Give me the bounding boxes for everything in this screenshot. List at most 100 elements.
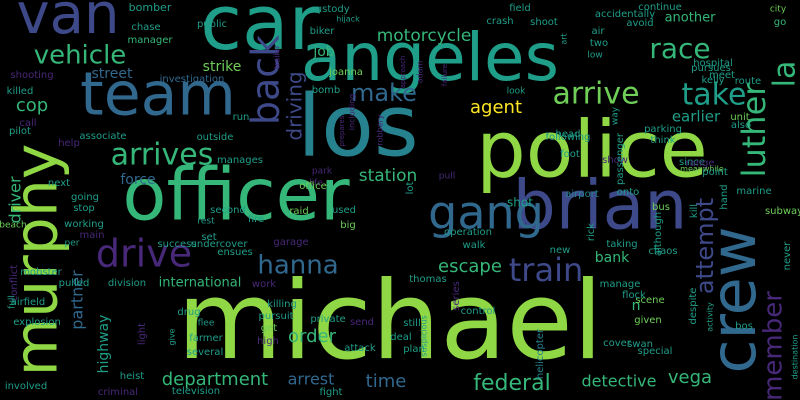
word-following: following	[546, 132, 591, 143]
word-arrive: arrive	[552, 77, 639, 112]
word-new: new	[550, 245, 571, 256]
word-joanna: joanna	[328, 67, 363, 78]
word-avoid: avoid	[626, 18, 653, 29]
word-park: park	[312, 167, 333, 177]
word-meanwhile: meanwhile	[680, 165, 724, 174]
word-deal: deal	[390, 332, 411, 343]
word-gang: gang	[428, 186, 544, 240]
word-failure: failure	[441, 64, 449, 86]
word-la: la	[768, 61, 800, 88]
word-passenger: passenger	[615, 132, 626, 185]
word-attempt: attempt	[691, 198, 719, 294]
word-street: street	[92, 66, 133, 82]
word-per: per	[65, 239, 80, 249]
word-lot: lot	[405, 182, 416, 195]
word-earlier: earlier	[672, 108, 721, 126]
word-suspicious: suspicious	[420, 315, 429, 356]
word-team: team	[80, 60, 236, 130]
word-high: high	[257, 336, 279, 347]
word-arrest: arrest	[288, 370, 335, 389]
word-crash: crash	[486, 16, 513, 27]
word-full: full	[8, 295, 18, 309]
word-robbery: robbery	[376, 114, 385, 145]
word-cover: cover	[603, 338, 632, 349]
word-detective: detective	[582, 372, 657, 391]
word-bus: bus	[652, 202, 670, 213]
word-never: never	[782, 241, 793, 271]
word-marine: marine	[736, 186, 771, 197]
word-federal: federal	[473, 371, 550, 396]
word-crew: crew	[697, 226, 770, 373]
word-second: second	[210, 205, 246, 216]
word-conflict: conflict	[9, 265, 20, 302]
word-investigation: investigation	[160, 74, 225, 85]
word-manages: manages	[217, 155, 263, 166]
word-help: help	[58, 138, 80, 149]
word-way: way	[611, 106, 621, 125]
word-raid: raid	[289, 206, 308, 217]
word-strike: strike	[203, 59, 242, 75]
word-drug: drug	[177, 307, 200, 318]
word-onto: onto	[617, 187, 640, 198]
word-several: several	[187, 347, 223, 358]
word-make: make	[351, 79, 417, 107]
word-head: head	[556, 129, 581, 140]
word-think: think	[650, 135, 675, 146]
word-order: order	[288, 326, 337, 347]
word-accidentally: accidentally	[595, 9, 655, 20]
word-give: give	[168, 328, 177, 345]
word-going: going	[71, 192, 99, 203]
word-helicopter: helicopter	[535, 328, 546, 379]
word-show: show	[602, 155, 628, 166]
word-take: take	[682, 78, 747, 113]
word-van: van	[17, 0, 120, 47]
word-airport: airport	[565, 189, 599, 200]
word-subway: subway	[765, 206, 800, 217]
word-taking: taking	[606, 239, 637, 250]
word-biker: biker	[310, 26, 336, 37]
word-bomb: bomb	[312, 85, 341, 96]
word-escape: escape	[438, 256, 502, 277]
word-air: air	[591, 26, 605, 37]
word-murphy: murphy	[2, 144, 72, 377]
word-drive: drive	[96, 232, 192, 276]
word-rest: rest	[197, 217, 215, 227]
word-race: race	[649, 32, 710, 65]
word-given: given	[634, 315, 662, 326]
word-bomber: bomber	[129, 1, 172, 14]
word-another: another	[665, 11, 716, 26]
word-bos: bos	[735, 321, 753, 332]
word-airfield: airfield	[11, 297, 46, 308]
word-time: time	[366, 371, 407, 392]
word-division: division	[108, 278, 146, 289]
word-plan: plan	[403, 344, 425, 355]
word-special: special	[638, 346, 673, 357]
word-range: range	[685, 158, 714, 169]
word-officer: officer	[122, 153, 350, 237]
word-stop: stop	[73, 203, 95, 214]
word-farmer: farmer	[189, 333, 223, 344]
word-set: set	[201, 232, 216, 243]
word-driver: driver	[6, 176, 25, 223]
word-hospital: hospital	[693, 58, 733, 69]
word-public: public	[197, 19, 227, 30]
word-prepares: prepares	[338, 115, 346, 146]
word-hijack: hijack	[336, 15, 360, 24]
word-brian: brian	[513, 167, 688, 246]
word-continue: continue	[638, 2, 681, 13]
word-luther: luther	[735, 82, 773, 178]
word-trailer: trailer	[273, 44, 282, 69]
word-pulled: pulled	[59, 278, 90, 289]
word-vega: vega	[668, 367, 712, 388]
word-series: series	[451, 281, 462, 311]
word-activity: activity	[706, 302, 715, 332]
word-member: member	[759, 291, 789, 400]
word-international: international	[159, 276, 242, 291]
word-walk: walk	[463, 240, 486, 251]
word-job: job	[312, 44, 334, 60]
word-associate: associate	[79, 131, 126, 142]
word-pilot: pilot	[9, 126, 31, 137]
word-foot: foot	[560, 149, 580, 160]
word-ensues: ensues	[217, 247, 252, 258]
